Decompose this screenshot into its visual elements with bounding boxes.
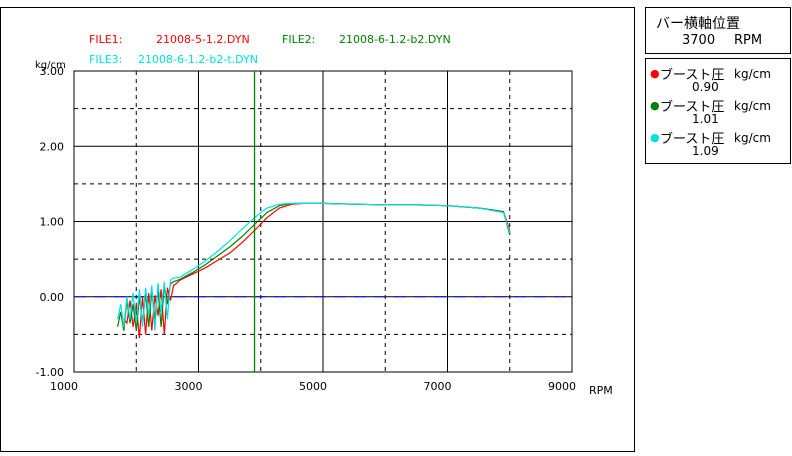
plot-frame (73, 70, 573, 373)
readout-panel: ● ブースト圧 kg/cm 0.90 ● ブースト圧 kg/cm 1.01 ● … (645, 58, 791, 164)
readout-name: ブースト圧 (660, 100, 725, 115)
readout-value: 1.09 (692, 144, 719, 158)
x-tick-label: 5000 (299, 380, 327, 393)
readout-name: ブースト圧 (660, 68, 725, 83)
x-tick-label: 3000 (175, 380, 203, 393)
legend-file-name: 21008-5-1.2.DYN (156, 33, 250, 46)
x-tick-label: 9000 (548, 380, 576, 393)
legend-file-name: 21008-6-1.2-b2-t.DYN (138, 53, 258, 66)
series-line-1 (123, 202, 511, 339)
readout-row-file1: ● ブースト圧 kg/cm 0.90 (646, 63, 792, 95)
readout-row-file2: ● ブースト圧 kg/cm 1.01 (646, 95, 792, 127)
legend-file-label: FILE3: (89, 53, 122, 66)
cursor-position-unit: RPM (734, 33, 763, 48)
legend-file-label: FILE2: (282, 33, 315, 46)
cursor-position-panel: バー横軸位置 3700 RPM (645, 7, 791, 54)
x-tick-label: 1000 (50, 380, 78, 393)
series-dot-icon: ● (650, 99, 660, 112)
readout-value: 0.90 (692, 80, 719, 94)
cursor-position-value: 3700 (682, 33, 716, 48)
readout-row-file3: ● ブースト圧 kg/cm 1.09 (646, 127, 792, 159)
x-tick-label: 7000 (424, 380, 452, 393)
series-line-2 (117, 202, 511, 331)
series-line-3 (117, 202, 511, 331)
readout-unit: kg/cm (734, 67, 771, 81)
readout-unit: kg/cm (734, 131, 771, 145)
cursor-position-title: バー横軸位置 (656, 16, 740, 32)
series-dot-icon: ● (650, 67, 660, 80)
y-tick-label: 0.00 (40, 291, 65, 304)
y-tick-label: 3.00 (40, 65, 65, 78)
readout-value: 1.01 (692, 112, 719, 126)
legend-file-label: FILE1: (89, 33, 122, 46)
chart-panel: 3.00 2.00 1.00 0.00 -1.00 1000 3000 5000 7000 900… (0, 7, 635, 452)
readout-name: ブースト圧 (660, 132, 725, 147)
readout-unit: kg/cm (734, 99, 771, 113)
y-tick-label: 2.00 (40, 140, 65, 153)
y-tick-label: 1.00 (40, 216, 65, 229)
y-axis-label: kg/cm (35, 60, 66, 71)
x-axis-label: RPM (589, 384, 613, 397)
series-dot-icon: ● (650, 131, 660, 144)
legend-file-name: 21008-6-1.2-b2.DYN (339, 33, 451, 46)
y-tick-label: -1.00 (36, 366, 64, 379)
